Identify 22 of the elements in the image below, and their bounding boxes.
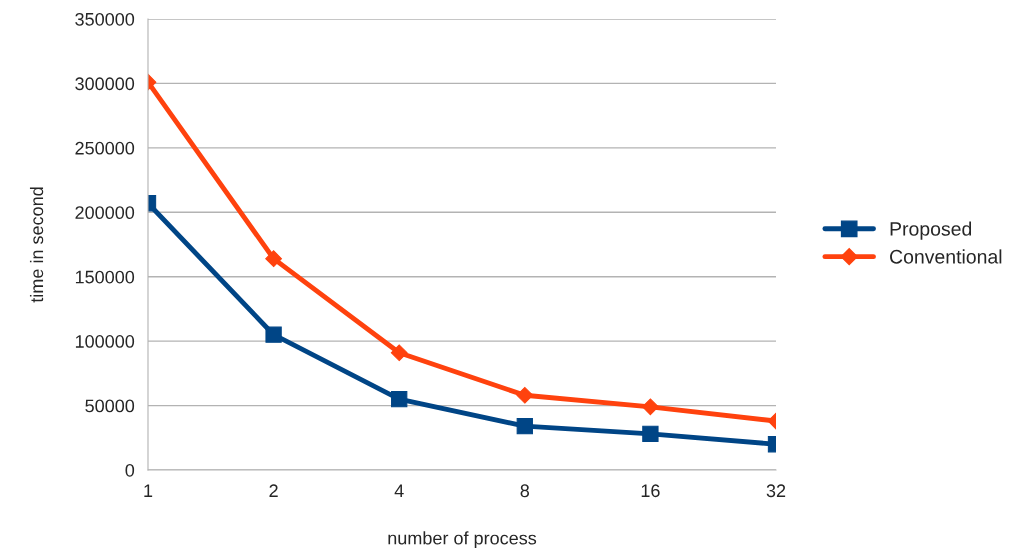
legend-label: Conventional: [890, 249, 1002, 264]
y-tick-label: 50000: [85, 399, 135, 413]
y-tick-label: 150000: [75, 270, 135, 284]
y-tick-label: 250000: [75, 141, 135, 155]
x-tick-label: 16: [641, 484, 660, 498]
point: [516, 418, 533, 435]
x-tick-label: 4: [394, 484, 404, 497]
point: [390, 344, 408, 362]
x-axis-title: number of process: [388, 531, 537, 549]
x-tick-label: 2: [269, 484, 278, 497]
point: [516, 386, 534, 404]
x-tick-label: 1: [144, 484, 153, 497]
x-tick-label: 32: [766, 484, 786, 498]
y-tick-label: 0: [125, 463, 135, 477]
y-tick-label: 200000: [75, 206, 135, 220]
point: [391, 390, 408, 408]
y-tick-label: 100000: [75, 335, 135, 348]
y-tick-label: 350000: [75, 12, 135, 26]
y-tick-label: 300000: [75, 77, 135, 91]
legend-label: Proposed: [890, 221, 972, 240]
y-axis-title: time in second: [29, 187, 44, 303]
x-tick-label: 8: [520, 484, 530, 498]
